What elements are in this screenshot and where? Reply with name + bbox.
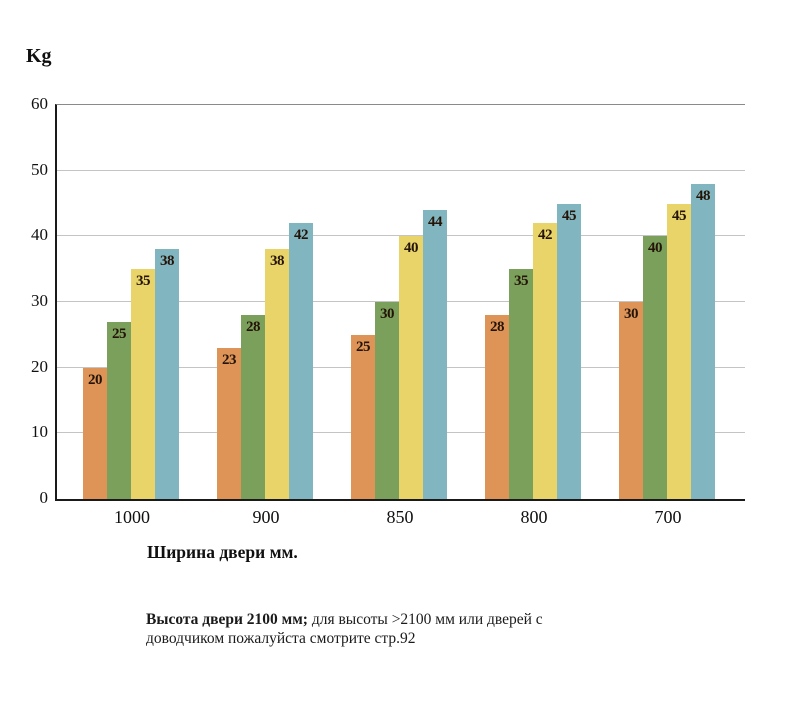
gridline-40 [57, 235, 745, 237]
x-tick-label-700: 700 [654, 507, 682, 527]
bar-value-label: 35 [514, 273, 529, 290]
bar-series3-900: 38 [265, 249, 289, 499]
y-tick-label-20: 20 [31, 356, 48, 376]
x-tick-label-900: 900 [252, 507, 280, 527]
bar-series1-900: 23 [217, 347, 241, 499]
y-axis-unit-label: Kg [26, 45, 52, 67]
bar-series1-1000: 20 [83, 367, 107, 499]
y-tick-label-50: 50 [31, 159, 48, 179]
bar-series4-800: 45 [557, 203, 581, 499]
bar-value-label: 35 [136, 273, 151, 290]
x-tick-label-850: 850 [386, 507, 414, 527]
bar-series3-1000: 35 [131, 269, 155, 499]
bar-value-label: 20 [88, 371, 103, 388]
bar-value-label: 38 [160, 253, 175, 270]
bar-series1-700: 30 [619, 302, 643, 499]
bar-series4-700: 48 [691, 183, 715, 499]
bar-value-label: 25 [356, 338, 371, 355]
bar-series3-800: 42 [533, 223, 557, 499]
bar-value-label: 30 [380, 306, 395, 322]
x-axis-title: Ширина двери мм. [147, 542, 298, 562]
bar-value-label: 40 [404, 240, 419, 257]
bar-value-label: 25 [112, 325, 127, 342]
bar-series2-1000: 25 [107, 321, 131, 499]
y-tick-label-60: 60 [31, 94, 48, 113]
footnote-regular-text: для высоты >2100 мм или дверей с доводчи… [146, 611, 543, 648]
bar-value-label: 44 [428, 214, 443, 231]
bar-series2-800: 35 [509, 269, 533, 499]
footnote-bold-text: Высота двери 2100 мм; [146, 611, 308, 628]
bar-series2-700: 40 [643, 236, 667, 499]
bar-value-label: 23 [222, 351, 237, 368]
bar-series4-1000: 38 [155, 249, 179, 499]
y-tick-label-10: 10 [31, 422, 48, 442]
footnote: Высота двери 2100 мм; для высоты >2100 м… [146, 610, 594, 648]
bar-series4-850: 44 [423, 210, 447, 499]
bar-series4-900: 42 [289, 223, 313, 499]
bar-series3-700: 45 [667, 203, 691, 499]
bar-series2-900: 28 [241, 315, 265, 499]
gridline-50 [57, 169, 745, 171]
x-tick-label-800: 800 [520, 507, 548, 527]
y-tick-label-40: 40 [31, 225, 48, 245]
y-tick-label-0: 0 [39, 488, 49, 507]
bar-value-label: 48 [696, 187, 711, 204]
plot-area: 20 23 25 28 30 25 28 30 35 40 35 38 40 42 45 38 42 44 45 48 [55, 104, 745, 501]
bar-value-label: 40 [648, 240, 663, 257]
bar-series2-850: 30 [375, 302, 399, 499]
bar-value-label: 42 [538, 227, 553, 244]
bar-series1-850: 25 [351, 334, 375, 499]
bar-value-label: 28 [246, 319, 261, 336]
bar-value-label: 45 [672, 207, 687, 224]
bar-value-label: 42 [294, 227, 309, 244]
x-tick-label-1000: 1000 [114, 507, 150, 527]
bar-value-label: 30 [624, 306, 639, 322]
y-tick-label-30: 30 [31, 291, 48, 310]
bar-series1-800: 28 [485, 315, 509, 499]
bar-value-label: 28 [490, 319, 505, 336]
bar-series3-850: 40 [399, 236, 423, 499]
bar-value-label: 45 [562, 207, 577, 224]
bar-value-label: 38 [270, 253, 285, 270]
